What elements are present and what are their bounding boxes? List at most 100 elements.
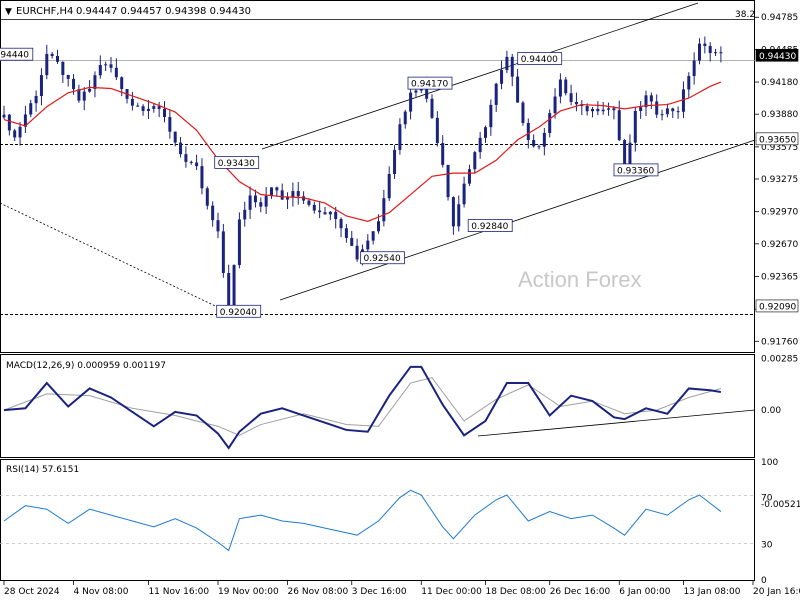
candle [607, 102, 611, 116]
candle [660, 109, 664, 121]
candle-body [366, 240, 370, 250]
candle-body [660, 114, 664, 116]
candle [275, 186, 279, 197]
candle-body [98, 64, 102, 76]
candle [296, 181, 300, 205]
candle-body [216, 220, 220, 232]
candle [532, 134, 536, 148]
candle [184, 146, 188, 168]
candle-body [639, 107, 643, 112]
candle-body [473, 152, 477, 170]
candle-body [623, 140, 627, 168]
candle-body [703, 43, 707, 47]
level-tag-box [755, 132, 799, 146]
candle-body [377, 221, 380, 232]
candle-body [2, 114, 6, 118]
candle-body [334, 211, 338, 220]
candle [612, 106, 616, 120]
candle-body [409, 92, 413, 112]
rsi-label: RSI(14) 57.6151 [6, 465, 79, 475]
rsi-tick-label: 100 [761, 458, 778, 468]
macd-trend-line [477, 409, 756, 437]
time-tick-label: 13 Jan 08:00 [683, 587, 740, 597]
candle-body [93, 75, 97, 89]
candle-body [350, 237, 354, 246]
candle [286, 192, 290, 210]
candle [168, 109, 172, 139]
candle [371, 231, 375, 245]
candle [130, 91, 134, 111]
candle-body [596, 108, 600, 112]
time-tick-label: 6 Jan 00:00 [619, 587, 671, 597]
price-axis: 0.947850.944850.941800.938800.935750.932… [755, 13, 798, 347]
candle [671, 107, 675, 119]
candle [505, 50, 509, 74]
candle-body [339, 219, 343, 229]
candle [435, 111, 439, 147]
chart-header-symbol: EURCHF,H4 [16, 6, 73, 17]
candle-body [687, 76, 691, 90]
price-point-text: 0.93360 [617, 166, 654, 176]
rsi-layer: 100 70 30 0 [3, 458, 778, 586]
candle [617, 100, 621, 142]
candle-body [344, 228, 348, 238]
candle [216, 212, 220, 239]
candle [644, 90, 648, 117]
candle-body [302, 196, 306, 201]
price-tick-label: 0.93880 [761, 110, 798, 120]
candle [146, 99, 150, 120]
candle [264, 187, 268, 215]
candle-body [280, 190, 284, 200]
candle [676, 106, 680, 119]
candle-body [564, 79, 568, 94]
candle-body [109, 64, 113, 68]
candle [542, 127, 546, 156]
candle-body [253, 195, 257, 203]
time-tick-label: 18 Dec 08:00 [486, 587, 547, 597]
price-point-label: 0.94440 [0, 47, 34, 61]
candle-body [157, 106, 161, 109]
candle [564, 76, 568, 96]
candle [253, 189, 257, 208]
candle [136, 102, 140, 107]
price-tick-label: 0.94785 [761, 13, 798, 23]
candle-body [553, 96, 557, 114]
candle [13, 128, 17, 141]
candle-body [387, 173, 391, 199]
candle-body [371, 231, 375, 241]
price-point-text: 0.92840 [471, 222, 508, 232]
candle [205, 186, 209, 210]
moving-average-line [3, 81, 722, 222]
candle [355, 238, 359, 262]
candle-body [467, 169, 471, 184]
price-point-label: 0.92540 [360, 251, 405, 264]
candle [639, 101, 643, 119]
candle-body [393, 149, 397, 174]
candle-body [451, 197, 455, 227]
candle-body [323, 212, 327, 215]
candle [601, 102, 605, 115]
candle-body [77, 89, 81, 101]
candle-body [13, 130, 17, 138]
candle [558, 73, 562, 104]
candle [88, 80, 92, 93]
candle-body [18, 126, 22, 138]
candle-body [120, 77, 124, 90]
candle-body [494, 83, 498, 105]
candle [467, 164, 471, 186]
candle-body [227, 273, 231, 314]
price-tick-label: 0.93575 [761, 143, 798, 153]
candle [350, 230, 354, 247]
chart-header-ohlc: 0.94447 0.94457 0.94398 0.94430 [76, 6, 251, 17]
candle-body [50, 53, 54, 56]
candle [457, 195, 461, 232]
candle [189, 160, 193, 165]
candle [334, 206, 338, 229]
candle-body [200, 166, 204, 189]
rsi-tick-label: 30 [761, 541, 773, 551]
dropdown-arrow-icon[interactable]: ▼ [5, 7, 12, 17]
candle [34, 90, 38, 112]
candles-layer [2, 36, 723, 317]
macd-signal-line [3, 377, 722, 436]
